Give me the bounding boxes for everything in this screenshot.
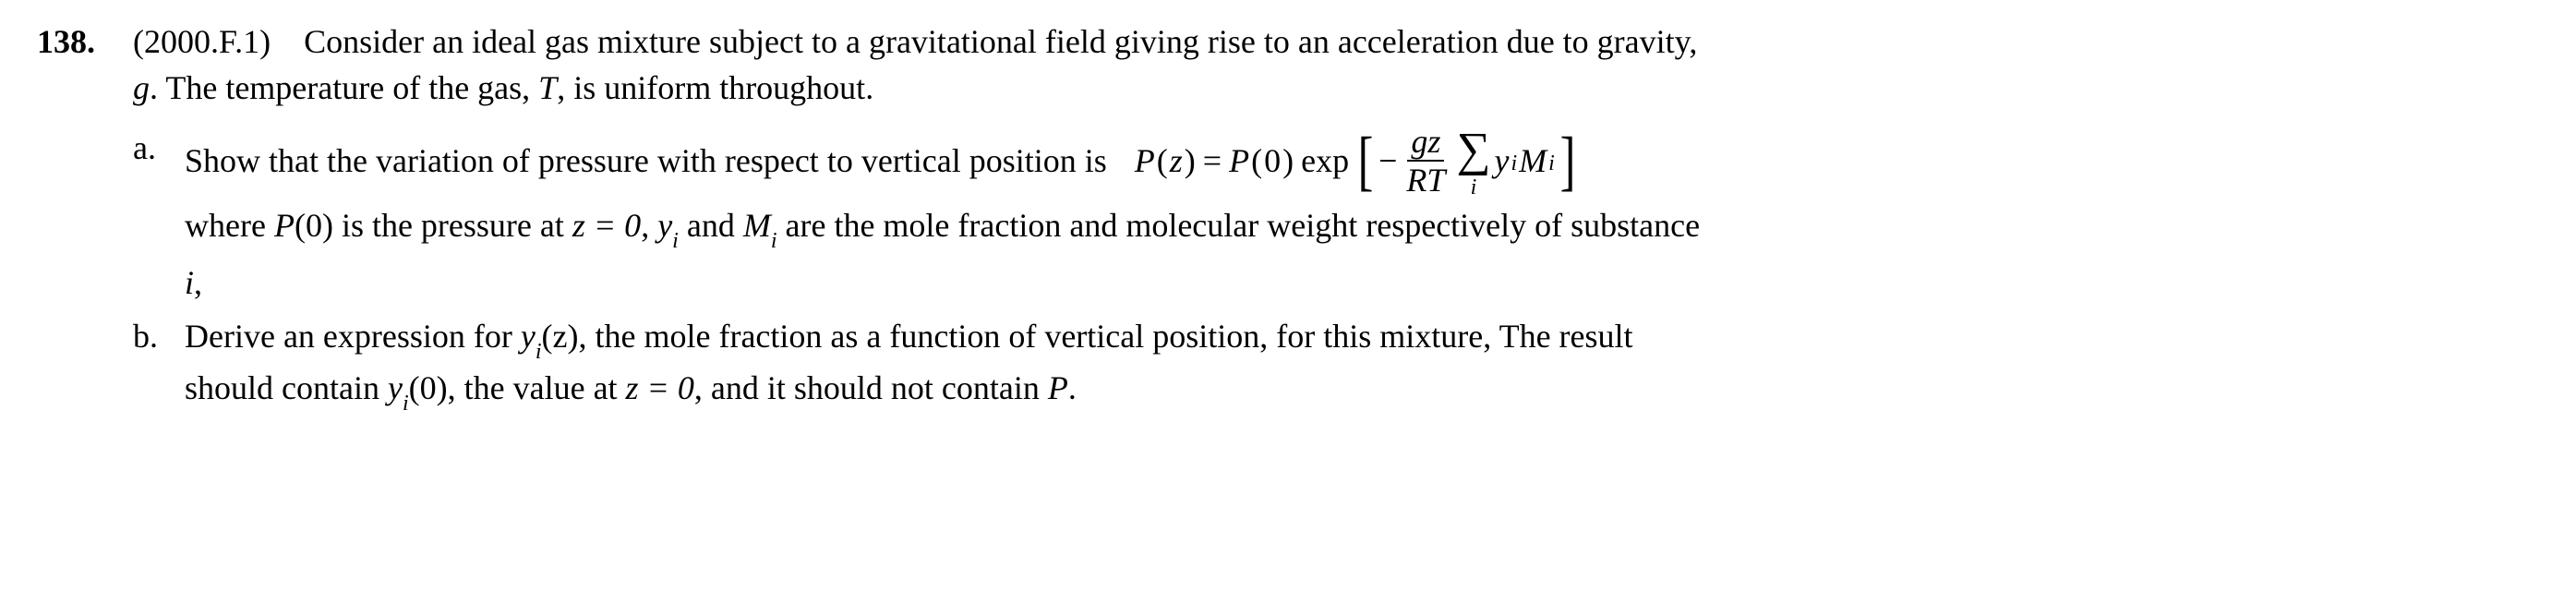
part-a-text-before: Show that the variation of pressure with…	[185, 138, 1107, 184]
var-g: g	[133, 69, 150, 106]
problem-body: (2000.F.1) Consider an ideal gas mixture…	[133, 18, 2539, 424]
sym-yiz-sub: i	[536, 340, 542, 364]
sym-P0: P	[274, 207, 295, 244]
txt-ispressure: is the pressure at	[333, 207, 572, 244]
part-a-line1: Show that the variation of pressure with…	[185, 125, 2539, 197]
formula-pz: P (z) = P (0) exp [ − gz RT	[1135, 125, 1579, 197]
part-b-line1: Derive an expression for yi(z), the mole…	[185, 313, 2539, 365]
sym-z-eq-0: z = 0	[572, 207, 641, 244]
var-T: T	[538, 69, 557, 106]
sym-yiz: y	[521, 318, 536, 355]
problem-intro: (2000.F.1) Consider an ideal gas mixture…	[133, 18, 2539, 112]
intro-text-2b: , is uniform throughout.	[557, 69, 873, 106]
sym-R: R	[1406, 162, 1426, 199]
txt-and: and	[679, 207, 743, 244]
txt-comma1: ,	[641, 207, 657, 244]
parts-list: a. Show that the variation of pressure w…	[133, 125, 2539, 416]
fraction: gz RT	[1402, 125, 1449, 197]
sym-z2: z	[1427, 123, 1440, 160]
page: 138. (2000.F.1) Consider an ideal gas mi…	[0, 0, 2576, 591]
part-b: b. Derive an expression for yi(z), the m…	[133, 313, 2539, 416]
sym-minus: −	[1378, 138, 1397, 184]
left-bracket-icon: [	[1358, 127, 1374, 194]
sym-yi2-sub: i	[672, 229, 679, 253]
intro-text-1: Consider an ideal gas mixture subject to…	[304, 23, 1697, 60]
sym-g2: g	[1411, 123, 1427, 160]
problem-number: 138.	[37, 18, 111, 65]
part-a-continuation-2: i,	[185, 259, 2539, 306]
sum-icon: ∑	[1456, 127, 1490, 175]
sym-z: z	[1170, 138, 1183, 184]
sym-yi0: y	[388, 369, 403, 406]
part-b-label: b.	[133, 313, 168, 359]
txt-are: are the mole fraction and molecular weig…	[777, 207, 1701, 244]
sum-operator: ∑ i	[1456, 127, 1490, 195]
sym-P-final: P	[1048, 369, 1068, 406]
part-a-continuation-1: where P(0) is the pressure at z = 0, yi …	[185, 202, 2539, 254]
part-a-content: Show that the variation of pressure with…	[185, 125, 2539, 306]
part-b-line2: should contain yi(0), the value at z = 0…	[185, 365, 2539, 416]
intro-text-2a: . The temperature of the gas,	[150, 69, 538, 106]
txt-b2b: , the value at	[448, 369, 626, 406]
part-a: a. Show that the variation of pressure w…	[133, 125, 2539, 306]
sym-M-sub: i	[1548, 149, 1555, 180]
txt-b2d: .	[1068, 369, 1077, 406]
sym-yi0-arg: (0)	[409, 369, 448, 406]
problem-block: 138. (2000.F.1) Consider an ideal gas mi…	[37, 18, 2539, 424]
sym-yi2: y	[657, 207, 672, 244]
txt-b1b: , the mole fraction as a function of ver…	[579, 318, 1633, 355]
sym-Mi2: M	[743, 207, 771, 244]
sym-zero: 0	[1264, 138, 1281, 184]
part-a-label: a.	[133, 125, 168, 171]
txt-where: where	[185, 207, 274, 244]
txt-b1a: Derive an expression for	[185, 318, 521, 355]
sum-sub: i	[1471, 176, 1477, 199]
sym-i: i	[185, 264, 194, 301]
txt-b2c: , and it should not contain	[694, 369, 1048, 406]
sym-T2: T	[1426, 162, 1445, 199]
sym-y: y	[1495, 138, 1510, 184]
txt-b2a: should contain	[185, 369, 388, 406]
sym-z-eq-0-b: z = 0	[626, 369, 694, 406]
sym-Mi2-sub: i	[771, 229, 777, 253]
part-b-content: Derive an expression for yi(z), the mole…	[185, 313, 2539, 416]
sym-yi0-sub: i	[403, 392, 409, 416]
sym-y-sub: i	[1511, 149, 1517, 180]
sym-P: P	[1135, 138, 1155, 184]
sym-P0-arg: (0)	[295, 207, 333, 244]
txt-comma2: ,	[194, 264, 202, 301]
sym-M: M	[1519, 138, 1547, 184]
sym-yiz-arg: (z)	[542, 318, 579, 355]
sym-exp: exp	[1301, 138, 1349, 184]
right-bracket-icon: ]	[1559, 127, 1575, 194]
sym-eq: =	[1203, 138, 1222, 184]
exam-reference: (2000.F.1)	[133, 23, 271, 60]
sym-P2: P	[1229, 138, 1249, 184]
